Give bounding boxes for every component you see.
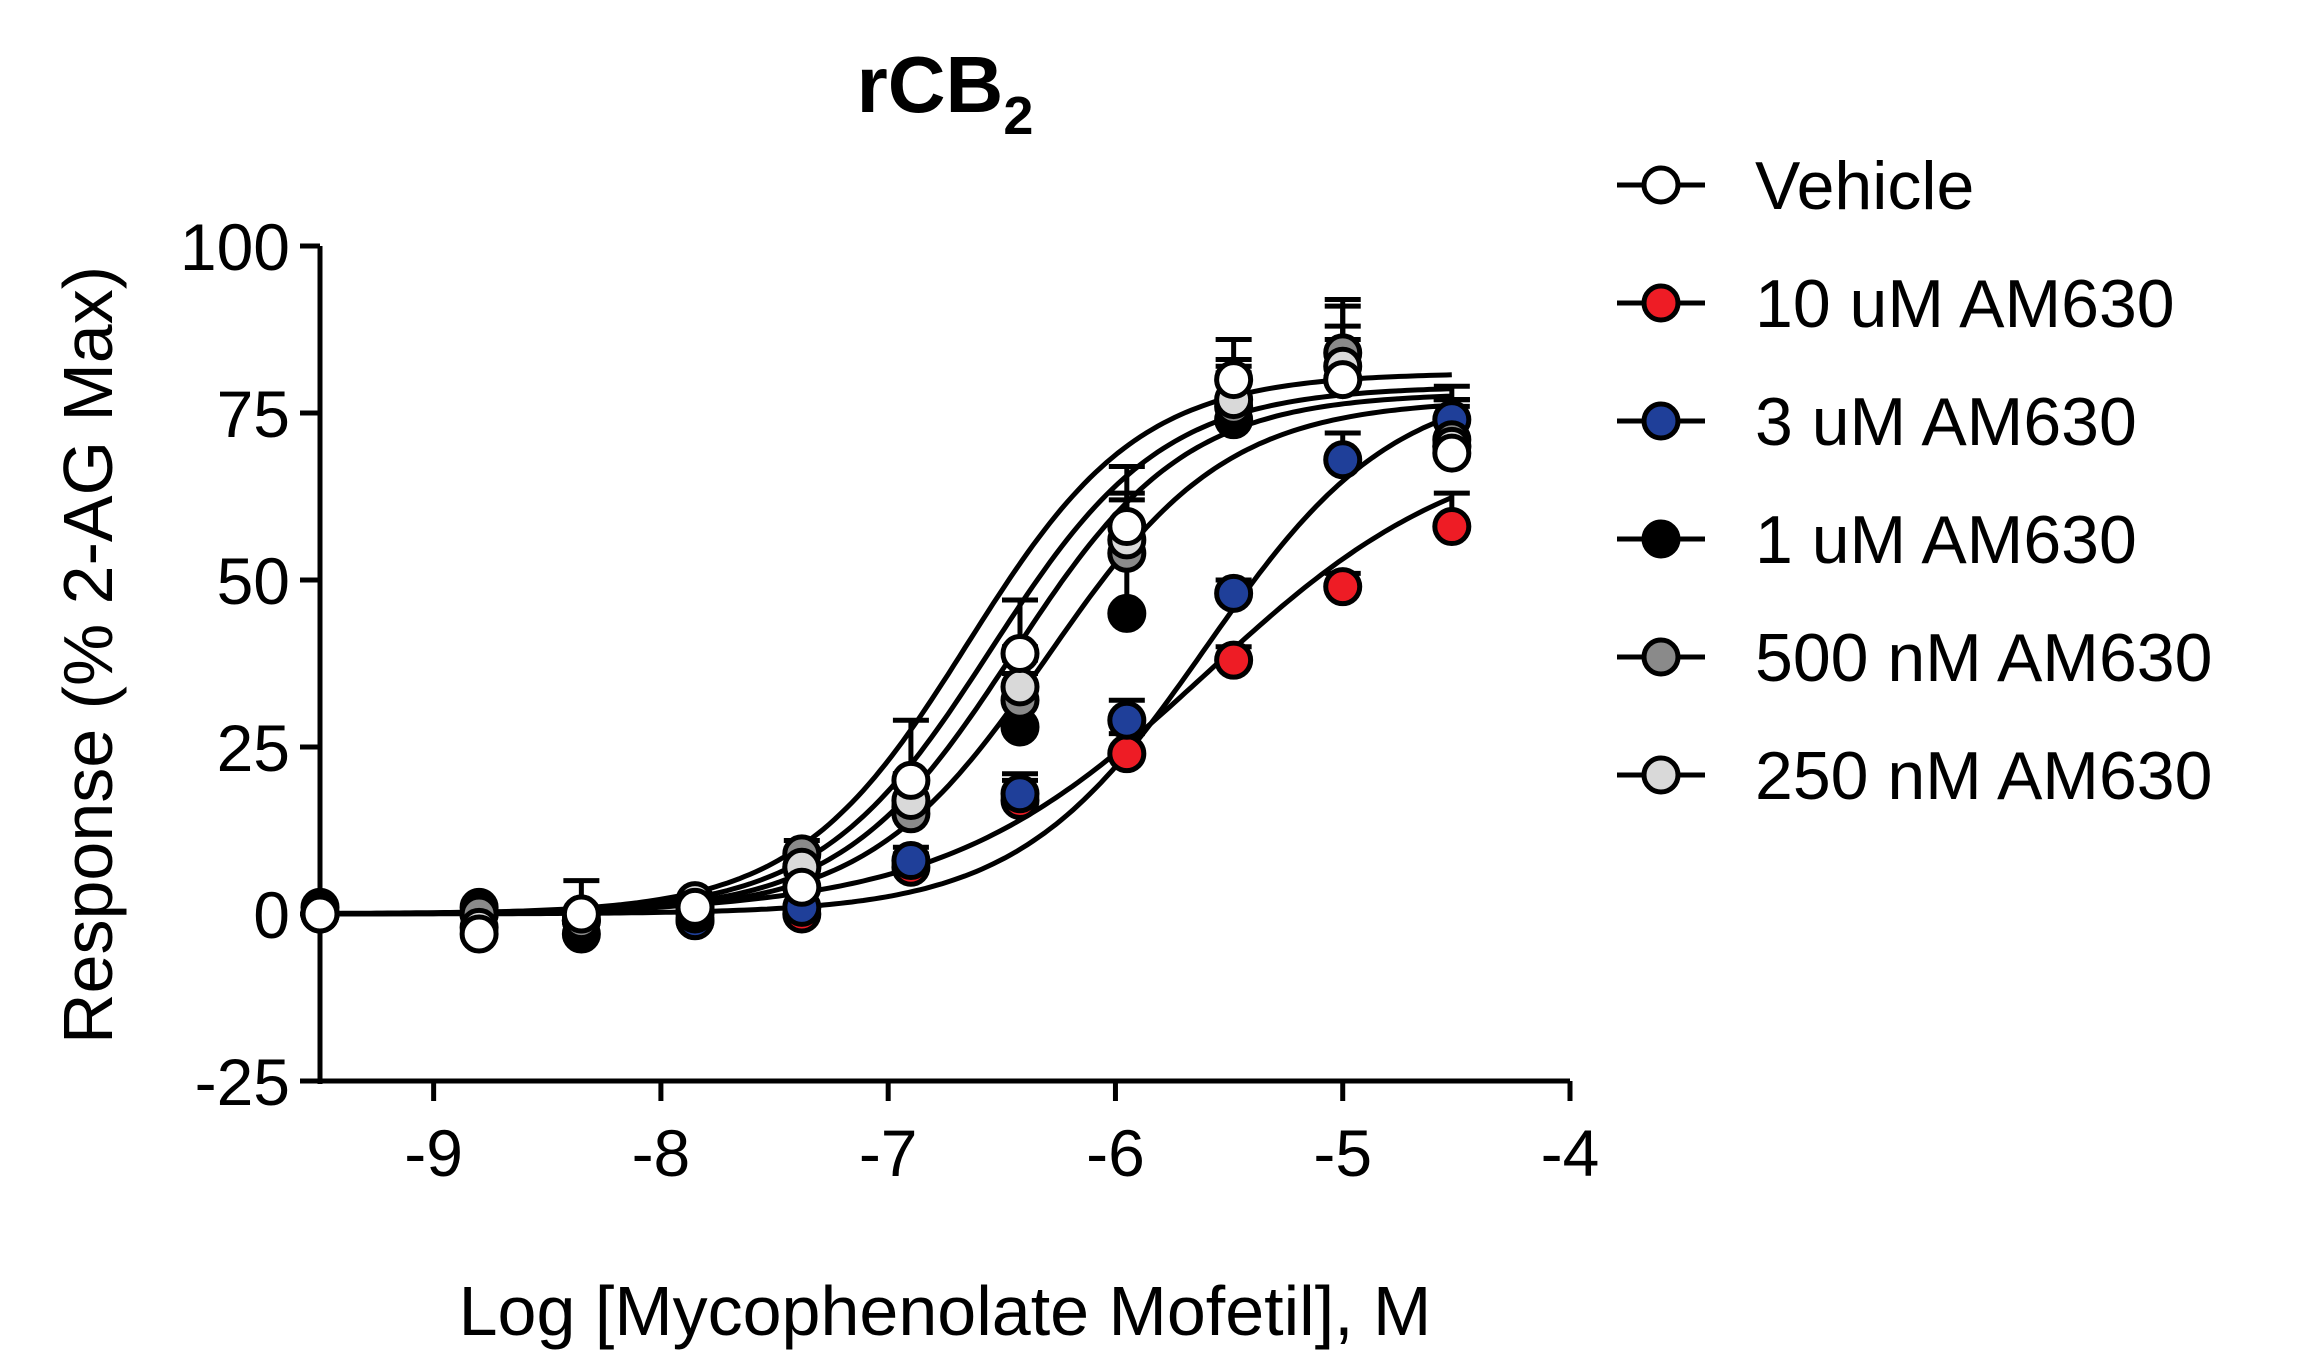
legend-marker [1641, 755, 1681, 795]
data-point [1000, 774, 1040, 814]
data-point [1214, 640, 1254, 680]
x-axis-label: Log [Mycophenolate Mofetil], M [459, 1272, 1432, 1350]
fit-curve [320, 372, 1452, 917]
data-point [1000, 667, 1040, 707]
y-tick-label: 75 [217, 377, 290, 451]
chart-title-subscript: 2 [1003, 86, 1033, 146]
legend-item: 10 uM AM630 [1617, 266, 2175, 342]
chart-title: rCB2 [857, 40, 1034, 146]
legend-item: Vehicle [1617, 148, 1974, 224]
x-tick-label: -6 [1086, 1116, 1145, 1190]
data-point [1000, 633, 1040, 673]
legend-marker [1641, 637, 1681, 677]
data-point [459, 914, 499, 954]
data-point [1107, 593, 1147, 633]
data-point [1432, 433, 1472, 473]
legend-marker [1641, 283, 1681, 323]
legend-label: 250 nM AM630 [1755, 738, 2212, 814]
data-point [1432, 507, 1472, 547]
data-point [1323, 360, 1363, 400]
legend-label: 3 uM AM630 [1755, 384, 2137, 460]
y-tick-label: 50 [217, 544, 290, 618]
legend-label: 500 nM AM630 [1755, 620, 2212, 696]
y-tick-label: 25 [217, 711, 290, 785]
y-tick-label: 100 [180, 210, 290, 284]
y-tick-label: -25 [195, 1045, 290, 1119]
legend-item: 500 nM AM630 [1617, 620, 2212, 696]
legend-marker [1641, 519, 1681, 559]
data-point [891, 760, 931, 800]
data-point [891, 841, 931, 881]
data-points [300, 333, 1472, 954]
fit-curve [320, 495, 1453, 916]
x-ticks: -9 -8 -7 -6 -5 -4 [404, 1081, 1599, 1190]
data-point [1214, 573, 1254, 613]
y-ticks: -25 0 25 50 75 100 [180, 210, 320, 1119]
data-point [300, 894, 340, 934]
fit-curve [320, 402, 1452, 917]
data-point [1214, 360, 1254, 400]
fit-curves [320, 372, 1453, 917]
legend-item: 250 nM AM630 [1617, 738, 2212, 814]
chart-title-main: rCB [857, 40, 1004, 129]
data-point [675, 887, 715, 927]
x-tick-label: -9 [404, 1116, 463, 1190]
legend-item: 3 uM AM630 [1617, 384, 2137, 460]
legend-label: Vehicle [1755, 148, 1974, 224]
legend-label: 1 uM AM630 [1755, 502, 2137, 578]
x-tick-label: -5 [1313, 1116, 1372, 1190]
y-tick-label: 0 [253, 878, 290, 952]
x-tick-label: -4 [1541, 1116, 1600, 1190]
legend-marker [1641, 165, 1681, 205]
data-point [1107, 507, 1147, 547]
x-tick-label: -8 [632, 1116, 691, 1190]
fit-curve [320, 393, 1452, 917]
data-point [1107, 734, 1147, 774]
data-point [1323, 567, 1363, 607]
data-point [782, 867, 822, 907]
legend: Vehicle 10 uM AM630 3 uM AM630 1 uM AM630 50… [1617, 148, 2212, 814]
data-point [561, 894, 601, 934]
legend-item: 1 uM AM630 [1617, 502, 2137, 578]
legend-marker [1641, 401, 1681, 441]
fit-curve [320, 386, 1452, 917]
y-axis-label: Response (% 2-AG Max) [49, 266, 127, 1044]
data-point [1323, 440, 1363, 480]
legend-label: 10 uM AM630 [1755, 266, 2175, 342]
data-point [1107, 700, 1147, 740]
x-tick-label: -7 [859, 1116, 918, 1190]
